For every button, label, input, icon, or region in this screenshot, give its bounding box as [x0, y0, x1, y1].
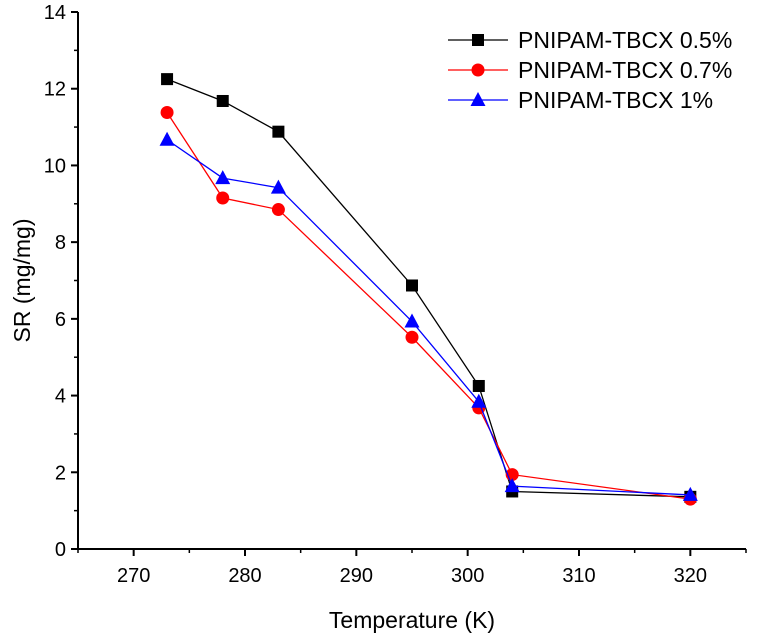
x-tick-label: 280: [228, 565, 261, 587]
series-line: [166, 139, 691, 496]
x-axis-title: Temperature (K): [329, 607, 495, 633]
ticks: 270 280 290 300 310 320 0 2 4 6 8 10 12 14: [44, 2, 747, 587]
data-point-square: [472, 379, 485, 392]
data-point-circle: [271, 203, 285, 217]
data-point-square: [161, 73, 174, 86]
data-point-triangle: [404, 313, 420, 328]
y-tick-label: 12: [44, 79, 66, 101]
data-point-triangle: [471, 393, 487, 408]
data-point-circle: [216, 191, 230, 205]
legend-marker: [471, 63, 485, 77]
legend-label: PNIPAM-TBCX 0.5%: [518, 27, 732, 53]
legend-marker: [472, 34, 484, 46]
series-1: [161, 73, 697, 503]
legend-marker: [470, 92, 486, 106]
y-tick-label: 6: [55, 309, 66, 331]
legend: PNIPAM-TBCX 0.5% PNIPAM-TBCX 0.7% PNIPAM-T…: [448, 27, 732, 113]
data-point-square: [406, 279, 418, 292]
legend-label: PNIPAM-TBCX 1%: [518, 87, 713, 113]
data-point-triangle: [159, 131, 175, 146]
data-point-triangle: [215, 170, 231, 185]
data-point-triangle: [682, 486, 698, 501]
y-tick-label: 14: [44, 2, 66, 24]
x-tick-label: 310: [562, 565, 595, 587]
legend-entry: PNIPAM-TBCX 1%: [448, 87, 713, 113]
x-tick-label: 300: [451, 565, 484, 587]
series-line: [166, 112, 691, 500]
series-line: [166, 78, 691, 498]
legend-label: PNIPAM-TBCX 0.7%: [518, 57, 732, 83]
data-point-square: [216, 94, 229, 107]
data-point-triangle: [270, 179, 286, 194]
y-tick-label: 0: [55, 539, 66, 561]
series-layer: [159, 73, 698, 506]
series-3: [159, 131, 698, 501]
data-point-circle: [405, 330, 419, 344]
y-axis-title: SR (mg/mg): [9, 219, 35, 343]
x-tick-label: 270: [117, 565, 150, 587]
legend-entry: PNIPAM-TBCX 0.5%: [448, 27, 732, 53]
y-tick-label: 10: [44, 155, 66, 177]
data-point-square: [272, 125, 285, 138]
x-tick-label: 290: [340, 565, 373, 587]
legend-entry: PNIPAM-TBCX 0.7%: [448, 57, 732, 83]
y-tick-label: 4: [55, 386, 66, 408]
y-tick-label: 8: [55, 232, 66, 254]
data-point-circle: [160, 105, 174, 119]
y-tick-label: 2: [55, 462, 66, 484]
series-2: [160, 105, 697, 506]
x-tick-label: 320: [674, 565, 707, 587]
data-point-triangle: [504, 478, 520, 493]
